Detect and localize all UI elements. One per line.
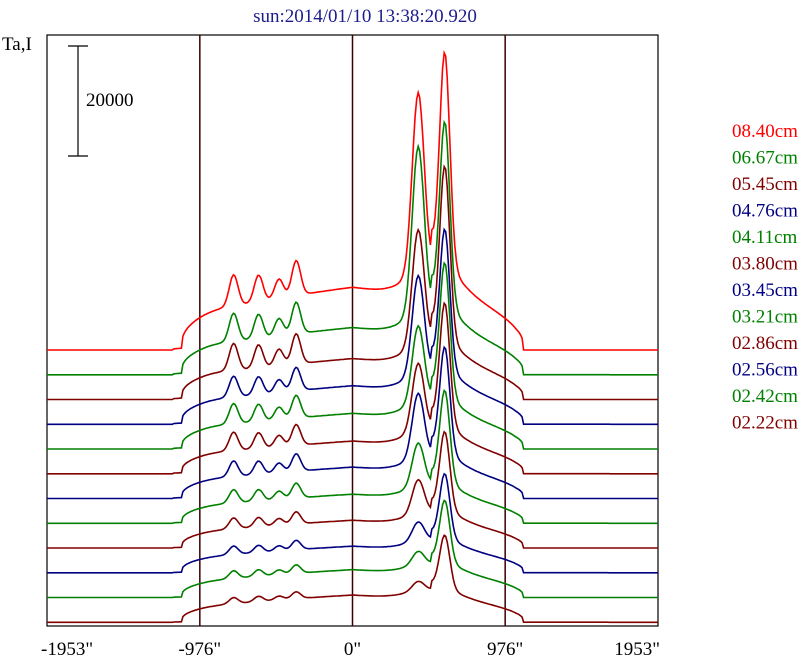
- trace-02-56cm: [47, 472, 658, 574]
- x-tick-label-4: 1953": [614, 639, 660, 660]
- legend-entry-10: 02.42cm: [732, 386, 798, 407]
- x-tick-label-0: -1953": [41, 639, 93, 660]
- legend-entry-4: 04.11cm: [732, 227, 797, 248]
- chart-title: sun:2014/01/10 13:38:20.920: [253, 6, 477, 27]
- legend-entry-5: 03.80cm: [732, 254, 798, 275]
- vertical-reference-lines: [199, 35, 506, 626]
- legend-entry-8: 02.86cm: [732, 333, 798, 354]
- legend-entry-1: 06.67cm: [732, 148, 798, 169]
- x-tick-labels: -1953" -976" 0" 976" 1953": [41, 639, 660, 660]
- legend: 08.40cm 06.67cm 05.45cm 04.76cm 04.11cm 03.80…: [732, 121, 798, 434]
- trace-03-21cm: [47, 389, 658, 525]
- legend-entry-3: 04.76cm: [732, 201, 798, 222]
- trace-04-76cm: [47, 227, 658, 426]
- trace-04-11cm: [47, 261, 658, 450]
- legend-entry-7: 03.21cm: [732, 307, 798, 328]
- legend-entry-2: 05.45cm: [732, 174, 798, 195]
- legend-entry-0: 08.40cm: [732, 121, 798, 142]
- legend-entry-9: 02.56cm: [732, 360, 798, 381]
- trace-03-45cm: [47, 345, 658, 500]
- trace-06-67cm: [47, 119, 658, 376]
- x-tick-label-1: -976": [179, 639, 222, 660]
- legend-entry-11: 02.22cm: [732, 413, 798, 434]
- trace-08-40cm: [47, 49, 658, 351]
- trace-02-22cm: [47, 534, 658, 624]
- trace-02-86cm: [47, 430, 658, 549]
- trace-02-42cm: [47, 499, 658, 599]
- scale-bar-label: 20000: [86, 90, 134, 111]
- x-tick-label-3: 976": [487, 639, 523, 660]
- trace-05-45cm: [47, 164, 658, 401]
- spectral-traces: [47, 49, 658, 624]
- scale-bar: 20000: [68, 45, 134, 157]
- legend-entry-6: 03.45cm: [732, 280, 798, 301]
- trace-03-80cm: [47, 301, 658, 475]
- y-axis-label: Ta,I: [2, 34, 32, 55]
- x-tick-label-2: 0": [344, 639, 361, 660]
